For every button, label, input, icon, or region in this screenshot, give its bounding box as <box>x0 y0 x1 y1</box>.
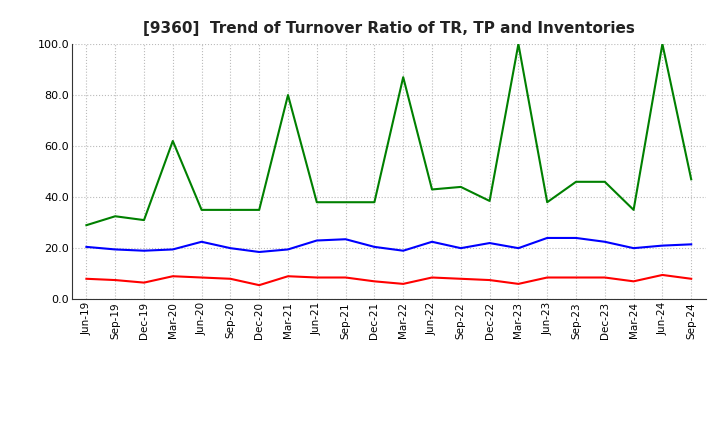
Trade Payables <box>168 247 177 252</box>
Inventories <box>140 217 148 223</box>
Trade Receivables <box>428 275 436 280</box>
Legend: Trade Receivables, Trade Payables, Inventories: Trade Receivables, Trade Payables, Inven… <box>168 438 609 440</box>
Trade Receivables <box>687 276 696 282</box>
Trade Payables <box>370 244 379 249</box>
Trade Receivables <box>514 281 523 286</box>
Trade Payables <box>600 239 609 245</box>
Trade Receivables <box>572 275 580 280</box>
Trade Payables <box>687 242 696 247</box>
Inventories <box>456 184 465 190</box>
Line: Trade Payables: Trade Payables <box>86 238 691 252</box>
Trade Payables <box>485 240 494 246</box>
Inventories <box>514 41 523 47</box>
Trade Receivables <box>284 274 292 279</box>
Inventories <box>370 200 379 205</box>
Trade Payables <box>399 248 408 253</box>
Inventories <box>428 187 436 192</box>
Trade Payables <box>543 235 552 241</box>
Inventories <box>284 92 292 98</box>
Trade Receivables <box>255 282 264 288</box>
Trade Receivables <box>543 275 552 280</box>
Inventories <box>658 41 667 47</box>
Trade Payables <box>82 244 91 249</box>
Inventories <box>341 200 350 205</box>
Trade Receivables <box>600 275 609 280</box>
Trade Payables <box>197 239 206 245</box>
Trade Receivables <box>168 274 177 279</box>
Trade Receivables <box>312 275 321 280</box>
Trade Payables <box>572 235 580 241</box>
Trade Receivables <box>82 276 91 282</box>
Trade Receivables <box>197 275 206 280</box>
Inventories <box>111 214 120 219</box>
Inventories <box>255 207 264 213</box>
Trade Payables <box>255 249 264 255</box>
Trade Payables <box>226 246 235 251</box>
Trade Payables <box>140 248 148 253</box>
Trade Payables <box>658 243 667 248</box>
Trade Receivables <box>370 279 379 284</box>
Line: Inventories: Inventories <box>86 44 691 225</box>
Trade Payables <box>284 247 292 252</box>
Inventories <box>543 200 552 205</box>
Inventories <box>629 207 638 213</box>
Title: [9360]  Trend of Turnover Ratio of TR, TP and Inventories: [9360] Trend of Turnover Ratio of TR, TP… <box>143 21 635 36</box>
Trade Receivables <box>456 276 465 282</box>
Trade Payables <box>514 246 523 251</box>
Inventories <box>687 176 696 182</box>
Inventories <box>312 200 321 205</box>
Inventories <box>168 138 177 143</box>
Trade Payables <box>341 237 350 242</box>
Inventories <box>485 198 494 204</box>
Inventories <box>226 207 235 213</box>
Trade Payables <box>312 238 321 243</box>
Trade Receivables <box>485 278 494 283</box>
Trade Receivables <box>399 281 408 286</box>
Inventories <box>197 207 206 213</box>
Trade Payables <box>456 246 465 251</box>
Trade Payables <box>629 246 638 251</box>
Trade Payables <box>111 247 120 252</box>
Trade Receivables <box>629 279 638 284</box>
Trade Receivables <box>226 276 235 282</box>
Line: Trade Receivables: Trade Receivables <box>86 275 691 285</box>
Inventories <box>572 179 580 184</box>
Trade Receivables <box>140 280 148 285</box>
Inventories <box>399 74 408 80</box>
Trade Receivables <box>658 272 667 278</box>
Trade Receivables <box>111 278 120 283</box>
Inventories <box>600 179 609 184</box>
Inventories <box>82 223 91 228</box>
Trade Receivables <box>341 275 350 280</box>
Trade Payables <box>428 239 436 245</box>
